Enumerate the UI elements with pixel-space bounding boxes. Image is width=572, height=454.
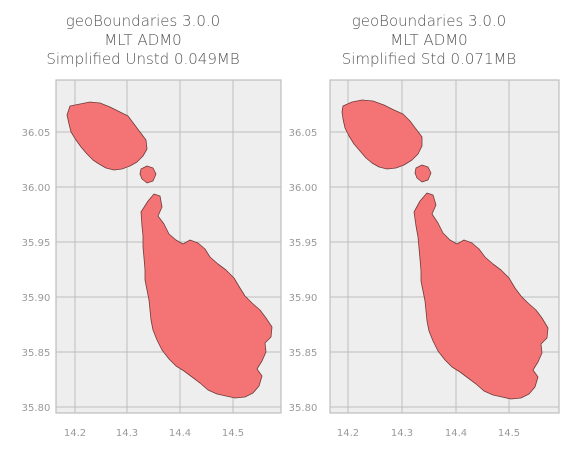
plot-frame [329,79,560,414]
malta-island [413,192,549,400]
y-tick-label: 35.80 [22,403,51,414]
plot-frame [55,79,282,414]
panel-title: geoBoundaries 3.0.0 MLT ADM0 Simplified … [0,12,286,69]
map-panel-std: geoBoundaries 3.0.0 MLT ADM0 Simplified … [286,0,572,454]
y-tick-label: 36.00 [22,183,51,194]
y-tick-label: 36.05 [289,128,318,139]
gozo-island [66,101,148,171]
title-line-2: MLT ADM0 [390,31,468,49]
y-tick-label: 36.00 [289,183,318,194]
malta-island [140,193,273,399]
x-tick-label: 14.3 [116,428,138,439]
x-tick-label: 14.4 [445,428,467,439]
x-tick-label: 14.4 [169,428,191,439]
x-tick-label: 14.3 [391,428,413,439]
x-tick-label: 14.5 [498,428,520,439]
title-line-3: Simplified Unstd 0.049MB [46,50,240,68]
panel-title: geoBoundaries 3.0.0 MLT ADM0 Simplified … [286,12,572,69]
title-line-1: geoBoundaries 3.0.0 [351,12,507,30]
x-tick-label: 14.2 [337,428,359,439]
gozo-island [341,99,423,170]
x-tick-label: 14.2 [64,428,86,439]
y-tick-label: 35.90 [22,293,51,304]
map-plot: 36.05 36.00 35.95 35.90 35.85 35.80 14.2… [289,79,560,439]
y-tick-label: 35.95 [22,238,51,249]
map-panel-unstd: geoBoundaries 3.0.0 MLT ADM0 Simplified … [0,12,286,439]
y-tick-label: 35.85 [289,348,318,359]
y-tick-label: 35.80 [289,403,318,414]
comino-island [414,164,432,183]
x-tick-label: 14.5 [222,428,244,439]
comino-island [139,165,157,184]
map-plot: 36.05 36.00 35.95 35.90 35.85 35.80 14.2… [22,79,282,439]
y-tick-label: 36.05 [22,128,51,139]
y-tick-label: 35.90 [289,293,318,304]
y-tick-label: 35.95 [289,238,318,249]
title-line-2: MLT ADM0 [104,31,182,49]
title-line-3: Simplified Std 0.071MB [341,50,517,68]
title-line-1: geoBoundaries 3.0.0 [65,12,221,30]
y-tick-label: 35.85 [22,348,51,359]
